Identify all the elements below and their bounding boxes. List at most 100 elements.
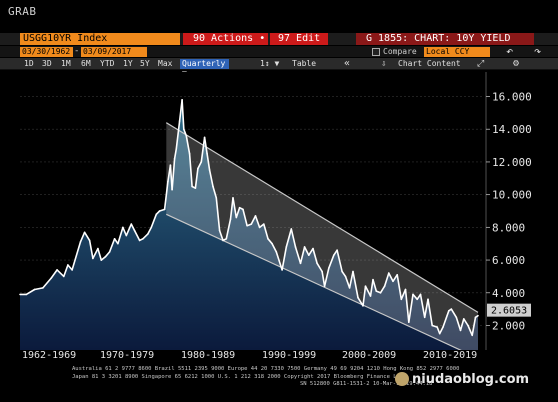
yield-line-segment bbox=[83, 231, 91, 242]
yield-line-segment bbox=[312, 247, 318, 265]
yield-line-segment bbox=[229, 197, 234, 220]
chart-type-select[interactable]: 1↕ ▼ bbox=[260, 59, 280, 68]
decade-label-1970s: 1970-1979 bbox=[100, 350, 155, 361]
yield-line-segment bbox=[88, 239, 94, 260]
yield-line-segment bbox=[235, 206, 241, 219]
yield-line-segment bbox=[158, 208, 166, 212]
yield-line-segment bbox=[262, 223, 269, 240]
currency-select[interactable]: Local CCY bbox=[424, 47, 490, 57]
yield-line-segment bbox=[108, 238, 116, 253]
period-1y[interactable]: 1Y bbox=[123, 59, 133, 68]
yield-line-segment bbox=[71, 241, 82, 271]
chart-title-bar: G 1855: CHART: 10Y YIELD bbox=[356, 33, 534, 45]
yield-line-segment bbox=[97, 247, 103, 261]
y-tick-label: 2.000 bbox=[492, 319, 525, 332]
yield-line-segment bbox=[173, 148, 178, 160]
period-1d[interactable]: 1D bbox=[24, 59, 34, 68]
download-icon[interactable]: ⇩ bbox=[381, 59, 387, 69]
yield-line-segment bbox=[197, 161, 203, 170]
yield-line-segment bbox=[316, 262, 323, 273]
yield-line-segment bbox=[327, 254, 335, 269]
footer bbox=[0, 364, 558, 402]
yield-line-segment bbox=[206, 153, 211, 171]
edit-menu-button[interactable]: 97 Edit • bbox=[270, 33, 328, 56]
yield-line-segment bbox=[436, 326, 441, 335]
period-max[interactable]: Max bbox=[158, 59, 173, 68]
last-value-label: 2.6053 bbox=[491, 306, 527, 317]
yield-line-segment bbox=[455, 316, 462, 332]
grab-label: GRAB bbox=[8, 5, 37, 18]
yield-line-segment bbox=[474, 314, 479, 319]
start-date-input[interactable]: 03/30/1962 bbox=[20, 47, 73, 57]
decade-label-1960s: 1962-1969 bbox=[22, 350, 77, 361]
yield-line-segment bbox=[462, 318, 469, 327]
period-6m[interactable]: 6M bbox=[81, 59, 91, 68]
footer-contacts-line: Australia 61 2 9777 8600 Brazil 5511 239… bbox=[72, 366, 460, 372]
y-tick-label: 12.000 bbox=[492, 156, 532, 169]
compare-checkbox[interactable] bbox=[372, 48, 380, 56]
expand-icon[interactable]: ⤢ bbox=[477, 59, 485, 69]
table-button[interactable]: Table bbox=[292, 59, 317, 68]
yield-line-segment bbox=[183, 128, 188, 137]
y-tick-label: 6.000 bbox=[492, 254, 525, 267]
last-value-marker: 2.6053 bbox=[487, 303, 531, 317]
yield-chart[interactable]: 2.000 4.000 6.000 8.000 10.000 12.000 14.000 16… bbox=[0, 72, 558, 350]
yield-line-segment bbox=[383, 272, 390, 287]
footer-session-line: SN 512800 G811-1531-2 10-Mar-17 19:44:18 bbox=[300, 381, 433, 387]
end-date-input[interactable]: 03/09/2017 bbox=[81, 47, 147, 57]
period-ytd[interactable]: YTD bbox=[100, 59, 115, 68]
gear-icon[interactable]: ⚙ bbox=[513, 58, 520, 69]
yield-line-segment bbox=[56, 269, 65, 278]
yield-line-segment bbox=[348, 270, 354, 289]
last-value-box bbox=[487, 303, 531, 317]
channel-lower-line bbox=[166, 213, 462, 350]
period-1m[interactable]: 1M bbox=[61, 59, 71, 68]
yield-line-segment bbox=[341, 270, 347, 278]
yield-line-segment bbox=[352, 270, 359, 299]
channel-upper-line bbox=[165, 122, 479, 313]
ticker-field[interactable]: USGG10YR Index bbox=[20, 33, 180, 45]
yield-line-segment bbox=[33, 287, 44, 291]
yield-line-segment bbox=[185, 134, 191, 155]
yield-line-segment bbox=[372, 278, 378, 292]
y-tick-label: 8.000 bbox=[492, 221, 525, 234]
forward-arrow-icon[interactable]: ↷ bbox=[534, 44, 542, 58]
yield-line-segment bbox=[369, 278, 374, 297]
yield-line-segment bbox=[122, 226, 128, 237]
actions-menu-button[interactable]: 90 Actions • bbox=[183, 33, 268, 45]
yield-line-segment bbox=[407, 293, 414, 323]
yield-line-segment bbox=[438, 326, 444, 335]
yield-line-segment bbox=[442, 310, 450, 328]
yield-line-segment bbox=[188, 153, 193, 188]
yield-line-segment bbox=[459, 318, 465, 332]
yield-line-segment bbox=[419, 293, 426, 319]
frequency-select[interactable]: Quarterly ▼ bbox=[180, 59, 229, 78]
yield-line-segment bbox=[194, 167, 199, 189]
yield-line-segment bbox=[62, 264, 69, 278]
yield-line-segment bbox=[404, 288, 410, 323]
date-separator: - bbox=[74, 46, 80, 56]
yield-line-segment bbox=[142, 233, 149, 240]
yield-line-segment bbox=[290, 228, 297, 248]
double-chevron-left-icon[interactable]: « bbox=[344, 58, 351, 69]
back-arrow-icon[interactable]: ↶ bbox=[506, 44, 514, 58]
yield-line-segment bbox=[203, 136, 208, 155]
period-5y[interactable]: 5Y bbox=[140, 59, 150, 68]
decade-label-2010s: 2010-2019 bbox=[423, 350, 478, 361]
yield-line-segment bbox=[212, 185, 218, 199]
period-3d[interactable]: 3D bbox=[42, 59, 52, 68]
yield-line-segment bbox=[104, 251, 111, 258]
yield-line-segment bbox=[117, 226, 124, 245]
yield-line-segment bbox=[242, 208, 248, 227]
yield-line-segment bbox=[67, 264, 73, 271]
yield-line-segment bbox=[250, 215, 257, 225]
yield-line-segment bbox=[125, 223, 133, 237]
chart-content-button[interactable]: Chart Content bbox=[398, 59, 461, 68]
yield-line-segment bbox=[379, 285, 386, 294]
yield-line-segment bbox=[299, 246, 306, 265]
decade-label-1990s: 1990-1999 bbox=[262, 350, 317, 361]
yield-line-segment bbox=[258, 223, 265, 229]
yield-line-segment bbox=[412, 293, 419, 301]
yield-line-segment bbox=[175, 120, 181, 150]
